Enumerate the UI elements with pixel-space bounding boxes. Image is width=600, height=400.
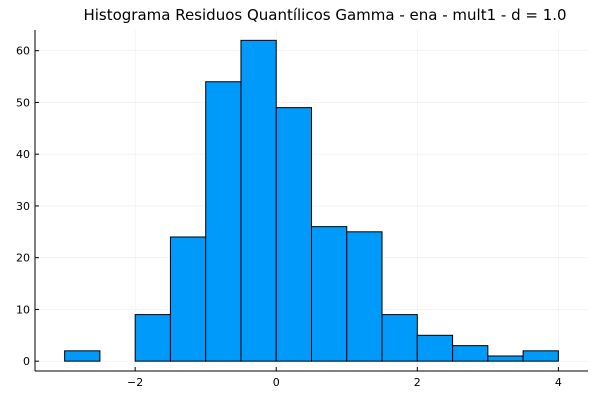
bars [64,39,559,362]
x-tick-label-1: 0 [273,376,280,389]
y-tick-label-0: 0 [23,355,30,368]
histogram-bar-8 [346,231,383,362]
histogram-bar-13 [522,350,559,362]
histogram-bar-3 [169,236,207,362]
y-axis-ticks: 0 10 20 30 40 50 60 [16,45,39,368]
y-tick-label-6: 60 [16,45,30,58]
x-tick-label-2: 2 [414,376,421,389]
histogram-bar-4 [205,81,242,362]
histogram-bar-11 [452,345,489,362]
histogram-bar-10 [416,334,454,362]
y-tick-label-5: 50 [16,96,30,109]
x-axis-ticks: −2 0 2 4 [127,367,562,389]
histogram-bar-12 [487,355,524,362]
histogram-bar-7 [311,226,348,362]
axes [34,30,588,372]
y-tick-label-3: 30 [16,200,30,213]
x-tick-label-0: −2 [127,376,143,389]
y-tick-label-2: 20 [16,252,30,265]
histogram-bar-2 [134,314,171,362]
histogram-bar-6 [275,107,313,362]
histogram-bar-9 [381,314,418,362]
y-tick-label-4: 40 [16,148,30,161]
y-tick-label-1: 10 [16,303,30,316]
x-tick-label-3: 4 [555,376,562,389]
histogram-bar-5 [240,39,277,362]
histogram-bar-0 [64,350,101,362]
chart-title: Histograma Residuos Quantílicos Gamma - … [83,6,566,24]
